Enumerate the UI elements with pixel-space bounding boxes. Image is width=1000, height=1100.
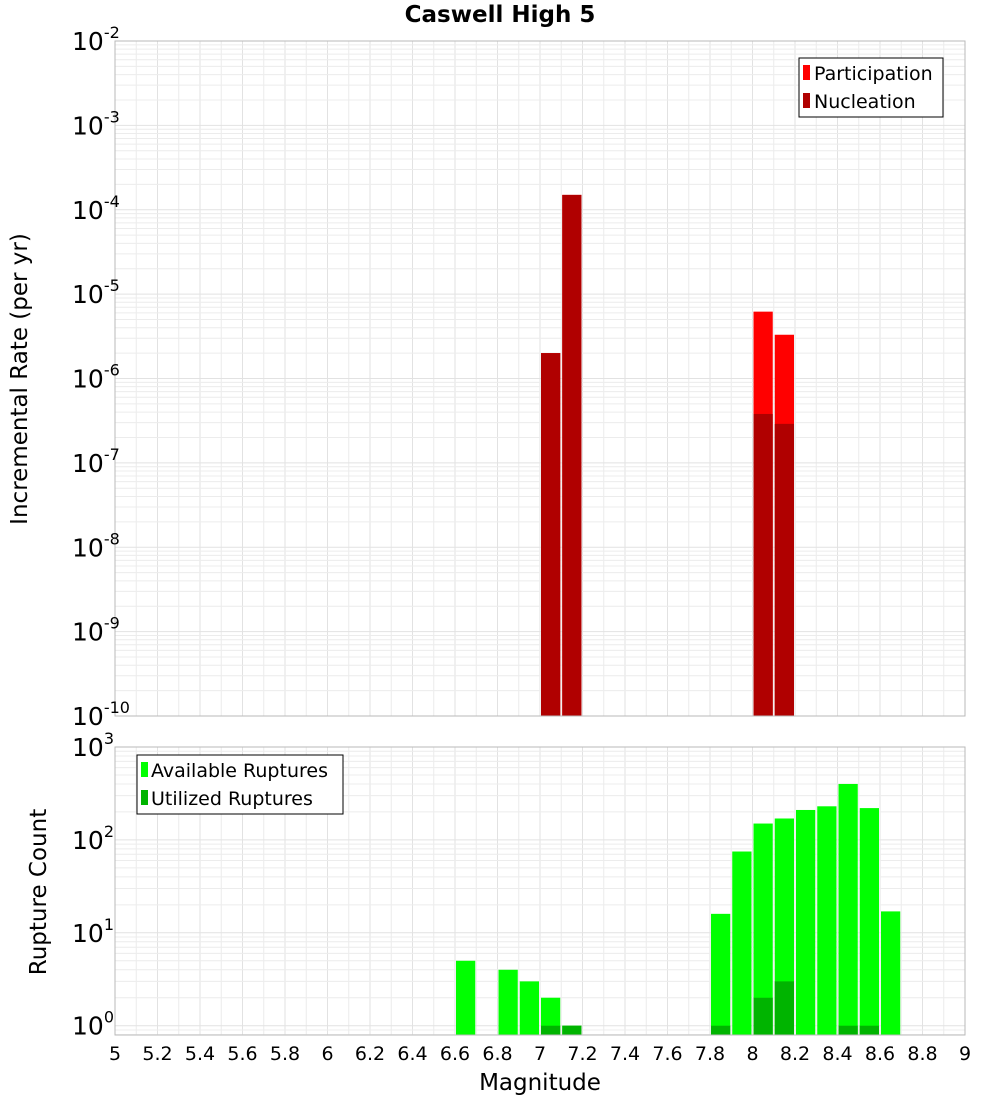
count-bar-available-ruptures — [498, 969, 518, 1035]
legend-label-participation: Participation — [814, 63, 933, 85]
count-bar-utilized-ruptures — [838, 1025, 858, 1035]
rate-y-tick-label: 10-9 — [72, 614, 120, 647]
frames-layer — [114, 40, 966, 1036]
rate-bar-nucleation — [562, 194, 582, 716]
count-y-tick-label: 102 — [72, 822, 114, 855]
x-axis-title: Magnitude — [479, 1070, 601, 1096]
legend-label-nucleation: Nucleation — [814, 91, 916, 113]
x-tick-label: 5.2 — [142, 1043, 172, 1065]
count-legend-box — [136, 754, 344, 815]
x-tick-label: 7.4 — [610, 1043, 640, 1065]
count-bar-available-ruptures — [817, 806, 837, 1035]
rate-plot-frame — [114, 40, 966, 717]
count-bar-available-ruptures — [541, 997, 561, 1035]
x-tick-label: 5.6 — [227, 1043, 257, 1065]
count-bar-available-ruptures — [519, 981, 539, 1035]
x-tick-label: 7.6 — [652, 1043, 682, 1065]
count-bar-available-ruptures — [859, 808, 879, 1035]
rate-y-tick-label: 10-2 — [72, 23, 120, 56]
legend-swatch-available — [141, 762, 148, 777]
count-bar-available-ruptures — [881, 911, 901, 1035]
x-tick-label: 5.8 — [270, 1043, 300, 1065]
x-tick-label: 6.8 — [482, 1043, 512, 1065]
x-tick-label: 5 — [109, 1043, 121, 1065]
count-legend: Available Ruptures Utilized Ruptures — [136, 754, 344, 815]
bars-layer — [456, 194, 901, 1035]
count-bar-utilized-ruptures — [711, 1025, 731, 1035]
count-bar-available-ruptures — [753, 823, 773, 1035]
count-bar-utilized-ruptures — [774, 981, 794, 1035]
count-y-tick-label: 100 — [72, 1008, 114, 1041]
rate-legend-box — [798, 57, 944, 118]
count-bar-utilized-ruptures — [753, 997, 773, 1035]
rate-y-tick-label: 10-7 — [72, 445, 120, 478]
ticks-layer: 10-10 10-9 10-8 10-7 10-6 10-5 10-4 10-3 10-2 100… — [72, 23, 971, 1065]
count-y-tick-label: 103 — [72, 729, 114, 762]
rate-y-tick-label: 10-3 — [72, 107, 120, 140]
x-tick-label: 7 — [534, 1043, 546, 1065]
x-tick-label: 6.6 — [440, 1043, 470, 1065]
legend-label-utilized: Utilized Ruptures — [151, 788, 313, 810]
rate-y-tick-label: 10-5 — [72, 276, 120, 309]
grid-layer — [114, 40, 966, 1036]
count-y-tick-label: 101 — [72, 915, 114, 948]
x-tick-label: 8.2 — [780, 1043, 810, 1065]
legend-swatch-nucleation — [803, 93, 810, 108]
count-plot-frame — [114, 746, 966, 1036]
x-tick-label: 5.4 — [185, 1043, 215, 1065]
count-bar-utilized-ruptures — [562, 1025, 582, 1035]
x-tick-label: 8.8 — [907, 1043, 937, 1065]
count-y-axis-title: Rupture Count — [26, 809, 52, 975]
count-bar-available-ruptures — [838, 783, 858, 1035]
count-bar-available-ruptures — [711, 913, 731, 1035]
rate-y-tick-label: 10-10 — [72, 698, 130, 731]
rate-bar-nucleation — [541, 353, 561, 716]
x-tick-label: 7.2 — [567, 1043, 597, 1065]
x-tick-label: 6.2 — [355, 1043, 385, 1065]
x-tick-label: 6 — [321, 1043, 333, 1065]
count-bar-available-ruptures — [796, 809, 816, 1035]
legend-swatch-participation — [803, 65, 810, 80]
rate-legend: Participation Nucleation — [798, 57, 944, 118]
count-bar-utilized-ruptures — [859, 1025, 879, 1035]
x-tick-label: 9 — [959, 1043, 971, 1065]
legend-swatch-utilized — [141, 790, 148, 805]
x-tick-label: 8.4 — [822, 1043, 852, 1065]
x-tick-label: 6.4 — [397, 1043, 427, 1065]
count-bar-available-ruptures — [732, 851, 752, 1035]
count-bar-utilized-ruptures — [541, 1025, 561, 1035]
rate-y-tick-label: 10-8 — [72, 529, 120, 562]
rate-y-tick-label: 10-4 — [72, 192, 120, 225]
count-bar-available-ruptures — [774, 818, 794, 1035]
x-tick-label: 8.6 — [865, 1043, 895, 1065]
legend-label-available: Available Ruptures — [151, 760, 328, 782]
count-bar-available-ruptures — [456, 960, 476, 1035]
rate-bar-nucleation — [774, 423, 794, 716]
rate-y-axis-title: Incremental Rate (per yr) — [7, 233, 33, 525]
rate-bar-nucleation — [753, 413, 773, 716]
x-tick-label: 8 — [746, 1043, 758, 1065]
rate-y-tick-label: 10-6 — [72, 361, 120, 394]
x-tick-label: 7.8 — [695, 1043, 725, 1065]
chart-title: Caswell High 5 — [405, 2, 596, 28]
